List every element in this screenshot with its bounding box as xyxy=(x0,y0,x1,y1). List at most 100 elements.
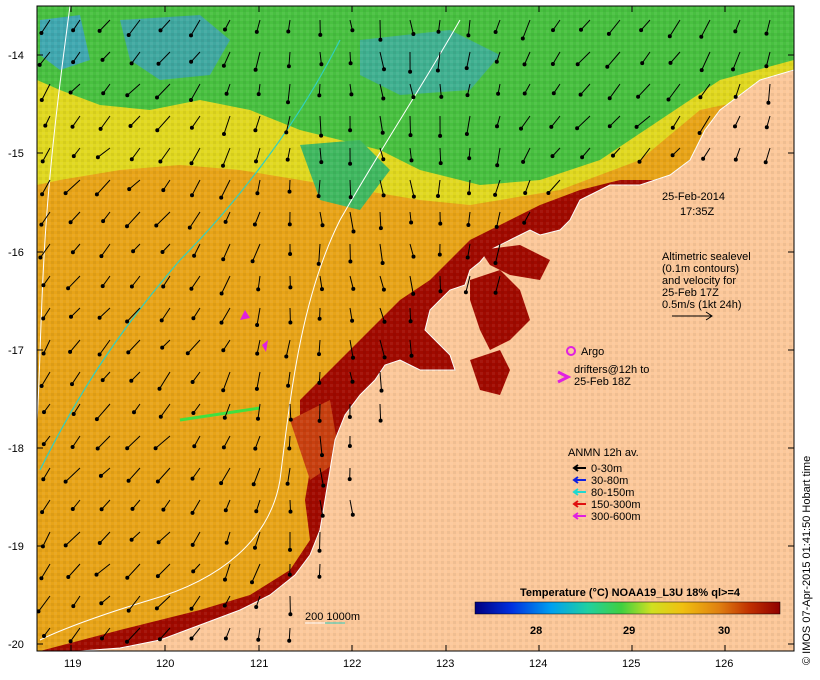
velocity-arrow-head xyxy=(222,603,227,608)
drifters-line-2: 25-Feb 18Z xyxy=(574,376,631,388)
velocity-arrow xyxy=(191,627,201,639)
velocity-arrow xyxy=(159,371,171,390)
velocity-arrow xyxy=(641,51,651,64)
sealevel-legend: Altimetric sealevel (0.1m contours) and … xyxy=(662,251,751,321)
velocity-arrow xyxy=(437,179,441,197)
velocity-arrow-head xyxy=(253,128,258,133)
anmn-arrow-icon xyxy=(572,488,586,496)
velocity-arrow-head xyxy=(100,284,105,289)
velocity-arrow xyxy=(70,627,81,642)
velocity-arrow-head xyxy=(66,575,71,579)
velocity-arrow-head xyxy=(156,540,161,545)
velocity-arrow-head xyxy=(101,91,106,96)
velocity-arrow xyxy=(42,147,51,162)
velocity-arrow-head xyxy=(95,446,100,451)
velocity-arrow-head xyxy=(157,637,162,642)
velocity-arrow-head xyxy=(40,159,45,164)
velocity-arrow xyxy=(190,275,201,289)
velocity-arrow-head xyxy=(640,61,645,66)
velocity-arrow-head xyxy=(251,482,256,487)
velocity-arrow xyxy=(699,83,711,98)
velocity-arrow-head xyxy=(71,60,76,65)
velocity-arrow-head xyxy=(223,219,228,224)
velocity-arrow-head xyxy=(286,29,291,34)
velocity-arrow xyxy=(608,19,621,35)
velocity-arrow xyxy=(72,115,81,127)
velocity-arrow-head xyxy=(668,60,673,65)
velocity-arrow xyxy=(223,115,231,135)
velocity-arrow-head xyxy=(764,31,769,36)
velocity-arrow-head xyxy=(94,192,99,197)
velocity-arrow-head xyxy=(130,506,135,511)
velocity-arrow xyxy=(100,467,111,477)
velocity-arrow xyxy=(409,179,415,197)
velocity-arrow-head xyxy=(189,59,194,64)
velocity-arrow-head xyxy=(39,98,44,102)
velocity-arrow-head xyxy=(284,130,289,135)
velocity-arrow-head xyxy=(125,446,130,451)
velocity-arrow-head xyxy=(288,509,293,514)
velocity-arrow-head xyxy=(287,572,292,577)
velocity-arrow-head xyxy=(411,254,416,259)
velocity-arrow xyxy=(162,179,171,191)
velocity-arrow-head xyxy=(98,126,103,131)
velocity-arrow xyxy=(43,339,51,354)
velocity-arrow-head xyxy=(409,220,414,225)
velocity-arrow-head xyxy=(185,351,190,356)
contour-1000m xyxy=(39,19,461,641)
velocity-arrow-head xyxy=(63,191,68,196)
velocity-arrow xyxy=(379,307,385,322)
velocity-arrow xyxy=(156,595,171,609)
velocity-arrow-head xyxy=(126,350,131,355)
velocity-arrow xyxy=(581,147,591,158)
anmn-arrow-icon xyxy=(572,476,586,484)
velocity-arrow-head xyxy=(41,351,46,356)
velocity-arrow xyxy=(67,275,81,289)
velocity-arrow xyxy=(668,83,681,100)
velocity-arrow xyxy=(379,403,382,421)
velocity-arrow-head xyxy=(159,318,164,323)
velocity-arrow-head xyxy=(254,386,259,391)
velocity-arrow-head xyxy=(63,543,68,548)
sealevel-line-5: 0.5m/s (1kt 24h) xyxy=(662,299,741,311)
velocity-arrow xyxy=(552,51,561,65)
velocity-arrow-head xyxy=(153,446,158,451)
velocity-arrow xyxy=(349,179,352,198)
velocity-arrow xyxy=(222,147,231,166)
velocity-arrow-head xyxy=(411,95,416,100)
velocity-arrow xyxy=(191,115,201,128)
lat-tick-5: -18 xyxy=(8,443,24,455)
velocity-arrow xyxy=(126,211,141,227)
velocity-arrow xyxy=(409,19,414,35)
velocity-arrow-head xyxy=(575,62,580,67)
velocity-arrow-head xyxy=(321,483,326,488)
velocity-arrow-head xyxy=(253,67,258,72)
velocity-arrow-head xyxy=(379,388,384,393)
velocity-arrow-head xyxy=(382,319,387,324)
velocity-arrow-head xyxy=(285,481,290,486)
velocity-arrow-head xyxy=(70,124,75,129)
velocity-arrow xyxy=(735,83,741,98)
velocity-arrow xyxy=(128,19,141,36)
velocity-arrow-head xyxy=(697,131,702,135)
velocity-arrow xyxy=(319,51,322,65)
velocity-arrow-head xyxy=(411,194,416,199)
velocity-arrow-head xyxy=(253,446,258,451)
velocity-arrow-head xyxy=(606,31,611,36)
velocity-arrow xyxy=(349,307,353,321)
velocity-arrow-head xyxy=(378,418,383,423)
velocity-arrow xyxy=(287,371,291,386)
velocity-arrow-head xyxy=(466,33,471,38)
velocity-arrow xyxy=(609,115,621,127)
velocity-arrow xyxy=(192,531,201,546)
velocity-arrow xyxy=(128,595,141,611)
velocity-arrow-head xyxy=(495,124,499,129)
velocity-arrow xyxy=(765,51,771,67)
velocity-arrow xyxy=(288,627,291,641)
lat-axis: -14 -15 -16 -17 -18 -19 -20 xyxy=(8,50,794,651)
velocity-arrow xyxy=(318,339,321,355)
velocity-arrow xyxy=(319,435,323,456)
velocity-arrow xyxy=(409,243,414,257)
velocity-arrow xyxy=(252,243,261,262)
